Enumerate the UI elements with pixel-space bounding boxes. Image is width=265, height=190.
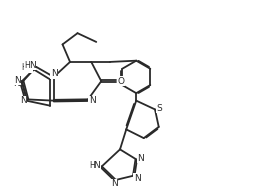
Text: N: N [14, 76, 21, 85]
Text: N: N [111, 179, 118, 188]
Text: H: H [21, 63, 27, 72]
Text: N: N [51, 69, 58, 78]
Text: N: N [20, 96, 26, 105]
Text: N: N [137, 154, 144, 163]
Text: N: N [134, 174, 141, 183]
Text: N: N [89, 96, 95, 105]
Text: O: O [118, 77, 125, 86]
Text: N: N [26, 63, 33, 72]
Text: S: S [157, 104, 162, 113]
Text: N: N [19, 98, 25, 107]
Text: N: N [13, 79, 20, 88]
Text: N: N [29, 61, 36, 70]
Text: H: H [89, 161, 95, 170]
Text: H: H [24, 61, 30, 70]
Text: N: N [93, 161, 100, 170]
